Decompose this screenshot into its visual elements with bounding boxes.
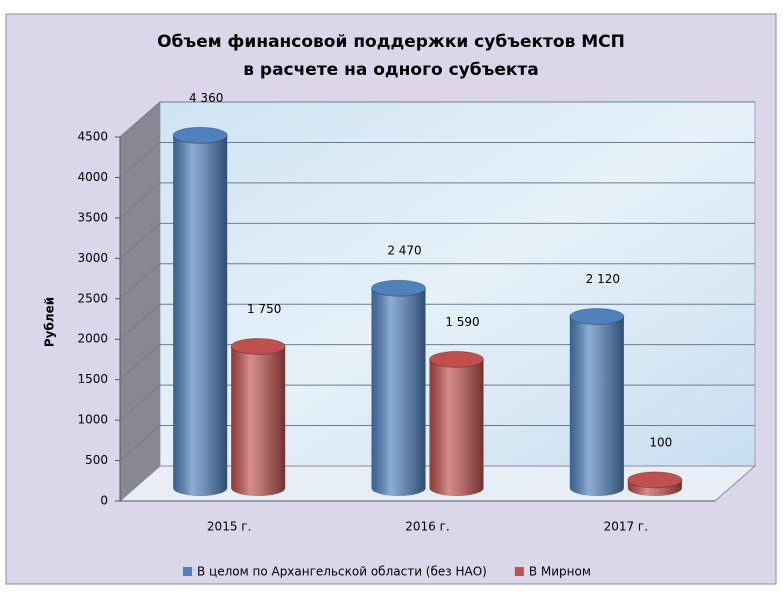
x-tick-label: 2016 г.: [405, 520, 449, 534]
grid-line: [119, 222, 755, 259]
grid-line: [119, 344, 755, 381]
bar-top: [627, 471, 683, 489]
grid-line: [119, 303, 755, 340]
data-label: 100: [649, 435, 672, 449]
y-tick-label: 0: [100, 494, 108, 508]
grid-line: [119, 101, 755, 138]
data-label: 4 360: [189, 91, 223, 105]
bar-top: [172, 126, 228, 144]
side-wall: [120, 102, 160, 501]
y-tick-label: 2000: [77, 332, 108, 346]
legend-label: В целом по Архангельской области (без НА…: [197, 565, 487, 579]
grid-line: [119, 384, 755, 421]
bar-shade: [173, 135, 228, 496]
legend-swatch: [514, 567, 524, 576]
bar-shade: [231, 346, 286, 496]
bar-top: [371, 279, 426, 297]
y-tick-label: 2500: [77, 291, 108, 305]
y-tick-label: 500: [85, 453, 108, 467]
y-tick-label: 3000: [77, 251, 108, 265]
y-axis-title: Рублей: [43, 297, 57, 347]
data-label: 1 590: [445, 315, 479, 329]
y-tick-label: 1000: [77, 413, 108, 427]
data-label: 2 120: [586, 272, 620, 286]
grid-line: [119, 182, 755, 219]
y-tick-label: 4500: [77, 130, 108, 144]
grid-line: [119, 141, 755, 178]
legend-label: В Мирном: [529, 565, 591, 579]
y-tick-label: 1500: [77, 372, 108, 386]
legend-swatch: [183, 567, 192, 576]
data-label: 1 750: [247, 302, 281, 316]
grid-line: [119, 425, 755, 461]
bar-top: [230, 337, 286, 355]
bar-shade: [429, 359, 484, 496]
x-tick-label: 2017 г.: [604, 520, 648, 534]
x-tick-label: 2015 г.: [207, 520, 251, 534]
chart-title: Объем финансовой поддержки субъектов МСП: [157, 32, 625, 52]
data-label: 2 470: [387, 244, 421, 258]
y-tick-label: 4000: [77, 170, 108, 184]
bar-top: [429, 350, 484, 368]
bar-top: [569, 308, 625, 326]
bar-shade: [371, 288, 426, 496]
y-tick-label: 3500: [77, 210, 108, 224]
chart-title: в расчете на одного субъекта: [243, 60, 539, 80]
bar-shade: [569, 316, 624, 496]
grid-line: [119, 263, 755, 300]
